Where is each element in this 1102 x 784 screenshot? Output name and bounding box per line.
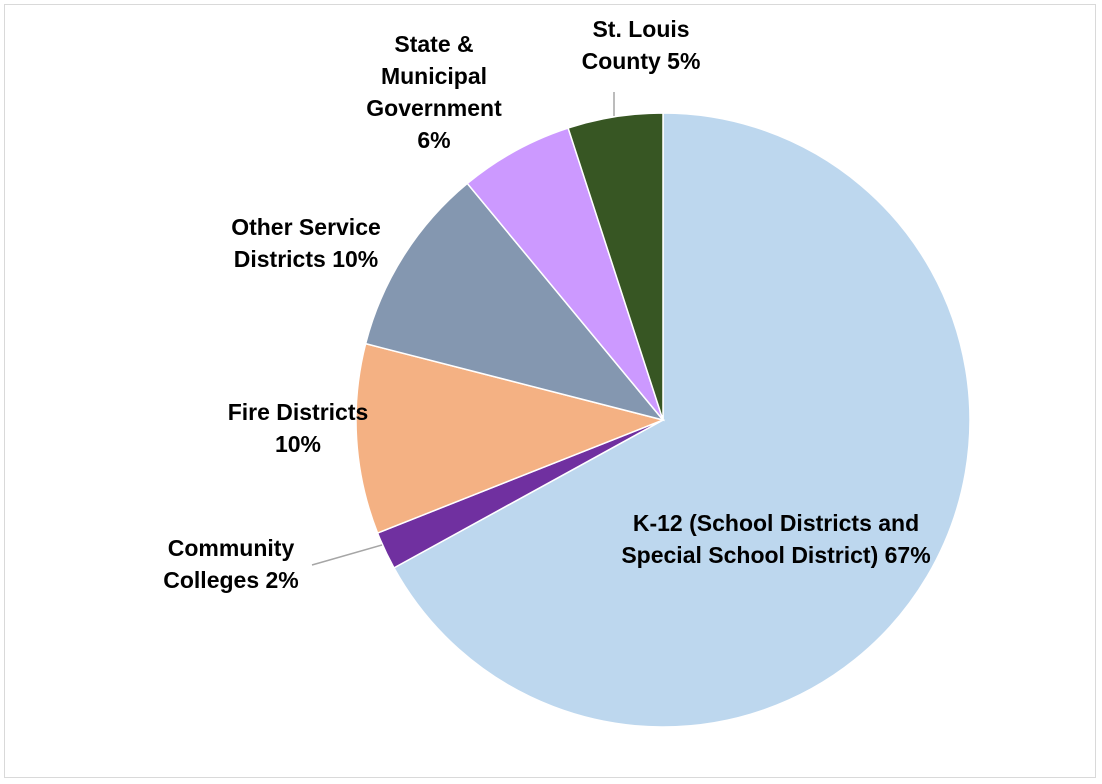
data-label-line: State & — [394, 31, 473, 57]
pie-slice — [567, 112, 664, 421]
data-label: K-12 (School Districts and Special School… — [621, 510, 930, 568]
data-label-line: K-12 (School Districts and — [633, 510, 919, 536]
data-label-line: Districts 10% — [234, 246, 378, 272]
data-label-line: Fire Districts — [228, 399, 369, 425]
leader-line — [311, 544, 383, 566]
leader-lines — [311, 92, 615, 566]
data-label-line: Government — [366, 95, 502, 121]
data-label-line: Other Service — [231, 214, 381, 240]
data-label-line: Special School District) 67% — [621, 542, 930, 568]
data-label: St. Louis County 5% — [582, 16, 701, 74]
pie-slice — [392, 112, 971, 728]
pie-slices — [355, 112, 971, 728]
data-label: State & Municipal Government 6% — [366, 31, 502, 153]
pie-slice — [364, 182, 666, 422]
data-label-line: Colleges 2% — [163, 567, 299, 593]
pie-slice — [355, 342, 666, 534]
data-label-line: St. Louis — [592, 16, 689, 42]
data-label-line: County 5% — [582, 48, 701, 74]
data-label-line: Community — [168, 535, 295, 561]
data-label-line: Municipal — [381, 63, 487, 89]
data-label-line: 10% — [275, 431, 321, 457]
data-label: Other Service Districts 10% — [231, 214, 381, 272]
data-label: Community Colleges 2% — [163, 535, 299, 593]
data-labels: K-12 (School Districts and Special School… — [163, 16, 930, 593]
data-label-line: 6% — [417, 127, 450, 153]
data-label: Fire Districts 10% — [228, 399, 369, 457]
